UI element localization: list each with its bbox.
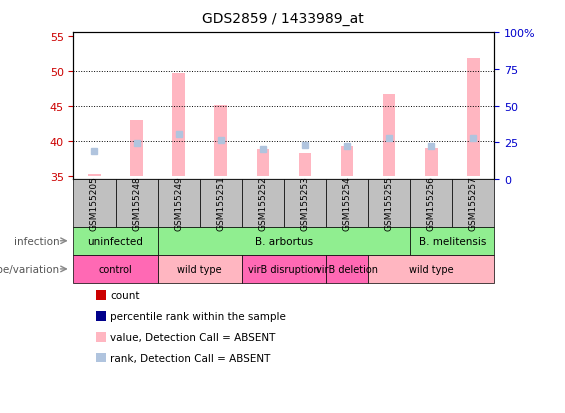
Bar: [215, 106, 227, 176]
Text: wild type: wild type: [409, 264, 454, 274]
Text: GSM155253: GSM155253: [301, 176, 310, 231]
Text: value, Detection Call = ABSENT: value, Detection Call = ABSENT: [110, 332, 276, 342]
Text: percentile rank within the sample: percentile rank within the sample: [110, 311, 286, 321]
Text: GSM155251: GSM155251: [216, 176, 225, 231]
Bar: [341, 147, 353, 176]
Text: GSM155249: GSM155249: [174, 176, 183, 231]
Text: virB disruption: virB disruption: [248, 264, 320, 274]
Bar: [257, 150, 269, 176]
Text: GSM155248: GSM155248: [132, 176, 141, 231]
Text: control: control: [99, 264, 132, 274]
Text: wild type: wild type: [177, 264, 222, 274]
Text: rank, Detection Call = ABSENT: rank, Detection Call = ABSENT: [110, 353, 271, 363]
Bar: [383, 95, 396, 176]
Text: B. melitensis: B. melitensis: [419, 236, 486, 246]
Text: genotype/variation: genotype/variation: [0, 264, 59, 274]
Text: virB deletion: virB deletion: [316, 264, 378, 274]
Bar: [88, 175, 101, 176]
Bar: [131, 120, 143, 176]
Text: B. arbortus: B. arbortus: [255, 236, 313, 246]
Text: GSM155257: GSM155257: [469, 176, 478, 231]
Text: count: count: [110, 291, 140, 301]
Text: GSM155255: GSM155255: [385, 176, 394, 231]
Text: GSM155252: GSM155252: [258, 176, 267, 231]
Text: infection: infection: [14, 236, 59, 246]
Bar: [172, 74, 185, 176]
Bar: [299, 154, 311, 176]
Text: GSM155205: GSM155205: [90, 176, 99, 231]
Text: GSM155254: GSM155254: [342, 176, 351, 231]
Bar: [467, 59, 480, 176]
Bar: [425, 148, 437, 176]
Text: GSM155256: GSM155256: [427, 176, 436, 231]
Text: uninfected: uninfected: [88, 236, 144, 246]
Text: GDS2859 / 1433989_at: GDS2859 / 1433989_at: [202, 12, 363, 26]
